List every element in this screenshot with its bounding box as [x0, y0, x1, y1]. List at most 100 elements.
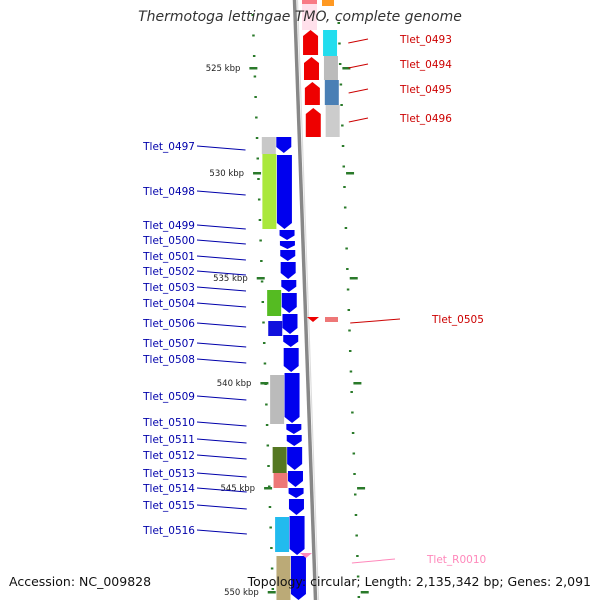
forward-gene-arrow — [280, 250, 296, 261]
tick-mark — [342, 67, 351, 70]
reverse-gene-arrow — [303, 30, 319, 55]
gene-label-Tlet_0499: Tlet_0499 — [142, 220, 195, 232]
grid-dot — [255, 116, 258, 119]
gene-leader-line — [196, 224, 246, 230]
grid-dot — [262, 342, 266, 344]
grid-dot — [341, 145, 345, 147]
gene-label-Tlet_0505: Tlet_0505 — [431, 314, 484, 326]
grid-dot — [267, 485, 271, 488]
grid-dot — [266, 444, 270, 447]
grid-dot — [353, 493, 357, 496]
gene-label-Tlet_0497: Tlet_0497 — [142, 141, 195, 153]
gene-label-Tlet_0494: Tlet_0494 — [399, 59, 452, 71]
genome-title: Thermotoga lettingae TMO, complete genom… — [138, 9, 462, 25]
gene-leader-line — [196, 342, 247, 348]
tick-mark — [357, 487, 366, 490]
grid-dot — [341, 124, 344, 127]
reverse-gene-arrow — [304, 82, 320, 105]
forward-gene-arrow — [281, 280, 297, 292]
grid-dot — [270, 567, 274, 570]
gene-label-Tlet_0503: Tlet_0503 — [142, 282, 195, 294]
gene-leader-line — [348, 63, 369, 69]
gene-leader-line — [196, 358, 247, 364]
gene-leader-line — [348, 117, 369, 123]
gene-leader-line — [351, 558, 396, 564]
grid-dot — [347, 309, 351, 311]
grid-dot — [270, 547, 273, 549]
forward-gene-arrow — [289, 516, 305, 555]
tick-label: 525 kbp — [206, 64, 241, 74]
gene-leader-line — [196, 145, 246, 151]
grid-dot — [354, 514, 358, 516]
backbone-outer — [292, 0, 318, 600]
grid-dot — [339, 83, 343, 86]
grid-dot — [357, 596, 361, 598]
gene-leader-line — [196, 454, 247, 460]
gene-label-Tlet_R0010: Tlet_R0010 — [426, 554, 486, 566]
gene-leader-line — [196, 472, 247, 478]
grid-dot — [269, 526, 272, 529]
grid-dot — [348, 329, 351, 332]
gene-leader-line — [196, 529, 247, 535]
forward-gene-arrow — [276, 155, 292, 229]
cog-color-box — [324, 80, 339, 105]
grid-dot — [257, 198, 261, 201]
grid-dot — [346, 268, 349, 270]
gene-leader-line — [196, 421, 247, 427]
grid-dot — [268, 506, 272, 508]
tick-mark — [360, 591, 369, 594]
forward-gene-arrow — [286, 424, 302, 434]
forward-gene-arrow — [276, 137, 292, 153]
tick-mark — [253, 172, 262, 175]
grid-dot — [265, 424, 269, 426]
cog-color-box — [268, 321, 283, 336]
grid-dot — [258, 219, 262, 221]
gene-leader-line — [348, 38, 369, 44]
gene-label-Tlet_0502: Tlet_0502 — [142, 266, 195, 278]
grid-dot — [338, 42, 341, 45]
gene-label-Tlet_0500: Tlet_0500 — [142, 235, 195, 247]
forward-gene-arrow — [287, 447, 303, 470]
gene-label-Tlet_0493: Tlet_0493 — [399, 34, 452, 46]
forward-gene-arrow — [284, 373, 300, 423]
gene-leader-line — [196, 322, 247, 328]
cog-color-box — [261, 137, 276, 154]
grid-dot — [260, 280, 264, 283]
gene-leader-line — [196, 438, 247, 444]
grid-dot — [262, 321, 265, 324]
cog-color-box — [325, 105, 340, 137]
cog-color-box — [322, 0, 334, 6]
grid-dot — [337, 22, 340, 24]
gene-label-Tlet_0496: Tlet_0496 — [399, 113, 452, 125]
gene-label-Tlet_0501: Tlet_0501 — [142, 251, 195, 263]
gene-label-Tlet_0515: Tlet_0515 — [142, 500, 195, 512]
tick-label: 535 kbp — [213, 274, 248, 284]
gene-label-Tlet_0509: Tlet_0509 — [142, 391, 195, 403]
grid-dot — [257, 178, 260, 180]
cog-color-box — [325, 317, 338, 322]
gene-leader-line — [196, 504, 247, 510]
gene-label-Tlet_0506: Tlet_0506 — [142, 318, 195, 330]
grid-dot — [340, 104, 343, 106]
gene-leader-line — [196, 255, 246, 261]
tick-mark — [346, 172, 355, 175]
gene-label-Tlet_0498: Tlet_0498 — [142, 186, 195, 198]
grid-dot — [252, 34, 255, 37]
reverse-gene-arrow — [302, 0, 317, 30]
reverse-gene-arrow — [305, 108, 321, 137]
forward-gene-arrow — [279, 230, 295, 240]
grid-dot — [251, 14, 254, 16]
grid-dot — [265, 403, 268, 406]
accession-text: Accession: NC_009828 — [9, 574, 152, 589]
gene-leader-line — [348, 88, 369, 94]
grid-dot — [352, 452, 356, 455]
cog-color-box — [267, 290, 282, 316]
gene-leader-line — [350, 318, 401, 324]
gene-label-Tlet_0514: Tlet_0514 — [142, 483, 195, 495]
grid-dot — [345, 247, 348, 250]
tick-label: 550 kbp — [224, 588, 259, 598]
reverse-gene-arrow — [307, 317, 319, 322]
cog-color-box — [276, 556, 291, 600]
grid-dot — [254, 96, 257, 98]
grid-dot — [342, 165, 346, 168]
